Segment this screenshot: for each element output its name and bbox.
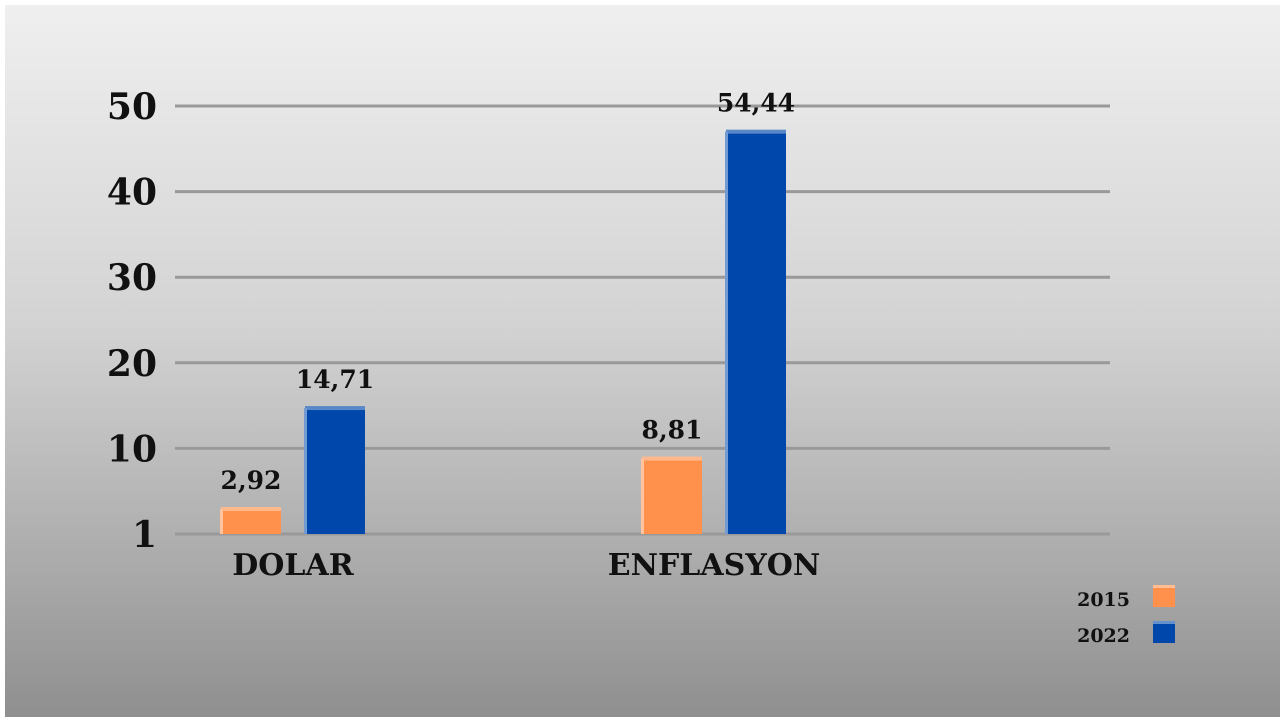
y-tick-label: 1	[132, 514, 157, 556]
x-axis-categories: DOLAR ENFLASYON	[232, 548, 820, 583]
bars	[220, 129, 786, 534]
y-tick-label: 50	[107, 86, 157, 128]
legend-swatch	[1153, 621, 1175, 643]
bar-top-highlight	[221, 507, 281, 512]
bar-edge-highlight	[304, 408, 307, 534]
bar-top-highlight	[305, 406, 365, 411]
bar-edge-highlight	[641, 458, 644, 534]
y-tick-label: 30	[107, 257, 157, 299]
bar	[726, 131, 786, 534]
data-label: 8,81	[642, 416, 703, 445]
legend: 2015 2022	[1077, 585, 1175, 647]
y-tick-label: 10	[107, 428, 157, 470]
bar-top-highlight	[726, 129, 786, 134]
bar	[642, 458, 702, 534]
x-category-label: DOLAR	[232, 548, 355, 583]
legend-label: 2022	[1077, 625, 1130, 647]
legend-label: 2015	[1077, 589, 1130, 611]
chart-background: 1 10 20 30 40 50 2,92 14,71 8,81 54,44 DOLAR ENFL…	[5, 5, 1280, 717]
legend-swatch	[1153, 585, 1175, 607]
data-label: 2,92	[221, 466, 282, 495]
bar	[221, 509, 281, 534]
bar	[305, 408, 365, 534]
y-tick-label: 40	[107, 172, 157, 214]
bar-chart: 1 10 20 30 40 50 2,92 14,71 8,81 54,44 DOLAR ENFL…	[107, 86, 1175, 647]
y-tick-label: 20	[107, 343, 157, 385]
y-axis-ticks: 1 10 20 30 40 50	[107, 86, 157, 556]
bar-edge-highlight	[220, 509, 223, 534]
bar-edge-highlight	[725, 131, 728, 534]
legend-swatch-highlight	[1153, 621, 1175, 624]
data-label: 14,71	[296, 365, 374, 394]
bar-top-highlight	[642, 456, 702, 461]
legend-swatch-highlight	[1153, 585, 1175, 588]
data-label: 54,44	[717, 89, 795, 118]
data-labels: 2,92 14,71 8,81 54,44	[221, 89, 796, 495]
x-category-label: ENFLASYON	[608, 548, 821, 583]
